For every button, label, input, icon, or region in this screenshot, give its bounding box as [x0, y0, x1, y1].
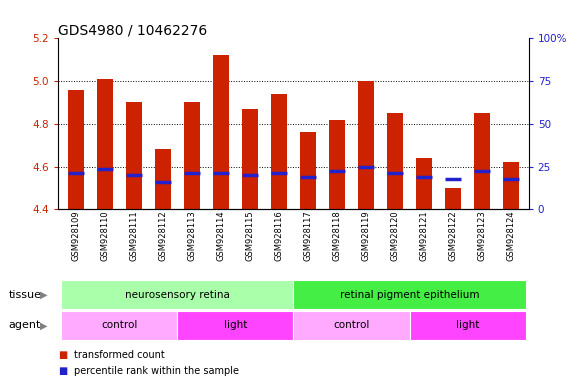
Bar: [61, 280, 293, 309]
Text: ▶: ▶: [40, 290, 47, 300]
Text: GDS4980 / 10462276: GDS4980 / 10462276: [58, 23, 207, 37]
Text: ■: ■: [58, 366, 67, 376]
Bar: [67, 90, 84, 209]
Text: transformed count: transformed count: [74, 350, 165, 360]
Bar: [416, 158, 432, 209]
Text: percentile rank within the sample: percentile rank within the sample: [74, 366, 239, 376]
Bar: [155, 149, 171, 209]
Bar: [96, 79, 113, 209]
Text: light: light: [224, 320, 247, 331]
Bar: [410, 311, 526, 340]
Bar: [474, 113, 490, 209]
Text: control: control: [101, 320, 137, 331]
Text: retinal pigment epithelium: retinal pigment epithelium: [340, 290, 479, 300]
Bar: [242, 109, 258, 209]
Text: neurosensory retina: neurosensory retina: [125, 290, 229, 300]
Bar: [358, 81, 374, 209]
Bar: [445, 188, 461, 209]
Bar: [61, 311, 177, 340]
Text: ■: ■: [58, 350, 67, 360]
Text: agent: agent: [9, 320, 41, 331]
Bar: [177, 311, 293, 340]
Text: ▶: ▶: [40, 320, 47, 331]
Text: tissue: tissue: [9, 290, 42, 300]
Bar: [293, 280, 526, 309]
Bar: [329, 119, 345, 209]
Bar: [293, 311, 410, 340]
Bar: [184, 103, 200, 209]
Text: light: light: [456, 320, 479, 331]
Bar: [213, 55, 229, 209]
Bar: [503, 162, 519, 209]
Text: control: control: [333, 320, 370, 331]
Bar: [300, 132, 316, 209]
Bar: [125, 103, 142, 209]
Bar: [271, 94, 287, 209]
Bar: [387, 113, 403, 209]
